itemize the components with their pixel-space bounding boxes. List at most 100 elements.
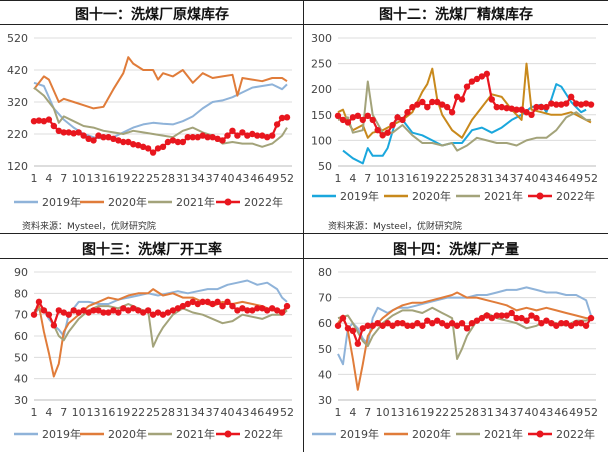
c4-xtick-9: 28 <box>465 406 479 419</box>
c4-series-line-2021 <box>337 306 592 360</box>
c1-ytick-2: 320 <box>7 96 28 109</box>
c1-point-24 <box>149 149 157 156</box>
c3-point-23 <box>144 307 152 314</box>
c2-point-15 <box>409 103 416 111</box>
c4-ytick-4: 70 <box>318 292 332 305</box>
c1-point-31 <box>184 134 192 141</box>
c4-point-11 <box>389 322 396 329</box>
c1-point-18 <box>120 138 127 146</box>
c4-series-line-2019 <box>337 286 592 366</box>
c2-point-5 <box>359 116 367 124</box>
c2-point-6 <box>364 112 371 120</box>
c3-point-14 <box>100 309 107 316</box>
vertical-divider <box>303 0 304 452</box>
c4-point-39 <box>528 312 535 319</box>
c2-point-16 <box>414 101 421 108</box>
c1-series-line-2020 <box>33 56 288 110</box>
c1-point-50 <box>278 114 286 122</box>
c4-point-45 <box>558 320 565 327</box>
c2-point-31 <box>488 96 496 103</box>
c3-point-18 <box>120 305 127 312</box>
c3-point-42 <box>239 305 246 312</box>
c3-point-13 <box>95 307 102 314</box>
c1-point-28 <box>169 137 177 144</box>
c1-point-0 <box>30 118 38 125</box>
c4-point-42 <box>543 317 550 324</box>
c1-legend-marker <box>224 198 232 206</box>
c1-xtick-7: 22 <box>131 172 145 185</box>
c4-point-26 <box>463 325 471 332</box>
c3-xtick-17: 52 <box>280 406 294 419</box>
c1-point-13 <box>95 132 102 139</box>
c4-point-25 <box>458 320 466 327</box>
c2-point-3 <box>349 114 357 121</box>
c4-point-38 <box>523 317 530 324</box>
c3-xtick-4: 13 <box>87 406 101 419</box>
c1-xtick-17: 52 <box>280 172 294 185</box>
c1-point-32 <box>189 134 196 141</box>
c4-point-12 <box>394 320 401 327</box>
c1-point-20 <box>130 141 137 148</box>
c2-point-13 <box>399 116 406 124</box>
c2-xtick-6: 19 <box>420 172 434 185</box>
c3-point-31 <box>184 300 192 308</box>
c2-point-34 <box>503 104 510 112</box>
c4-point-6 <box>364 322 371 329</box>
c4-xtick-10: 31 <box>480 406 494 419</box>
c1-xtick-14: 43 <box>235 172 249 185</box>
c1-point-7 <box>65 129 72 136</box>
c2-xtick-12: 37 <box>510 172 524 185</box>
c2-point-10 <box>384 129 391 136</box>
c1-point-35 <box>204 134 211 141</box>
c3-point-39 <box>224 298 231 306</box>
c1-xtick-0: 1 <box>31 172 38 185</box>
c1-point-27 <box>164 138 172 146</box>
c3-point-47 <box>263 307 271 314</box>
c1-xtick-11: 34 <box>191 172 205 185</box>
c1-point-43 <box>244 132 251 139</box>
c1-xtick-1: 4 <box>45 172 52 185</box>
c2-point-22 <box>443 103 451 111</box>
c3-point-51 <box>283 302 291 310</box>
c2-point-11 <box>389 121 396 129</box>
c3-point-43 <box>244 307 251 314</box>
c1-point-1 <box>35 117 43 124</box>
c4-point-3 <box>349 327 357 335</box>
c1-series-line-2019 <box>33 81 288 140</box>
c1-xtick-8: 25 <box>146 172 160 185</box>
c1-ytick-4: 520 <box>7 32 28 45</box>
c4-point-30 <box>483 312 491 319</box>
c2-point-32 <box>493 103 500 111</box>
c2-point-46 <box>563 100 570 107</box>
c3-xtick-15: 46 <box>250 406 264 419</box>
c2-point-27 <box>468 78 476 85</box>
c1-point-30 <box>179 138 187 146</box>
c2-point-2 <box>344 119 352 126</box>
c2-point-1 <box>339 116 347 124</box>
c1-point-6 <box>60 129 67 136</box>
c3-point-4 <box>50 322 58 329</box>
c1-xtick-16: 49 <box>265 172 279 185</box>
c1-xtick-5: 16 <box>101 172 115 185</box>
c4-point-23 <box>448 320 456 327</box>
c2-point-44 <box>553 101 560 108</box>
c3-point-12 <box>90 307 97 314</box>
c3-xtick-1: 4 <box>45 406 52 419</box>
c2-point-33 <box>498 103 505 111</box>
c2-point-45 <box>558 101 565 108</box>
c4-point-50 <box>582 322 590 329</box>
c4-xtick-15: 46 <box>554 406 568 419</box>
c2-point-9 <box>379 132 386 139</box>
c2-point-7 <box>369 116 376 124</box>
c1-point-23 <box>144 145 152 152</box>
c4-point-46 <box>563 320 570 327</box>
c3-xtick-2: 7 <box>60 406 67 419</box>
c4-point-40 <box>533 314 540 322</box>
c3-point-25 <box>154 309 162 316</box>
c1-point-33 <box>194 134 201 141</box>
c4-point-19 <box>429 320 436 327</box>
c1-point-42 <box>239 129 246 136</box>
c2-legend-label-2020: 2020年 <box>412 189 451 203</box>
chart-title-4: 图十四：洗煤厂产量 <box>393 242 519 258</box>
c4-legend-label-2022: 2022年 <box>556 427 595 441</box>
